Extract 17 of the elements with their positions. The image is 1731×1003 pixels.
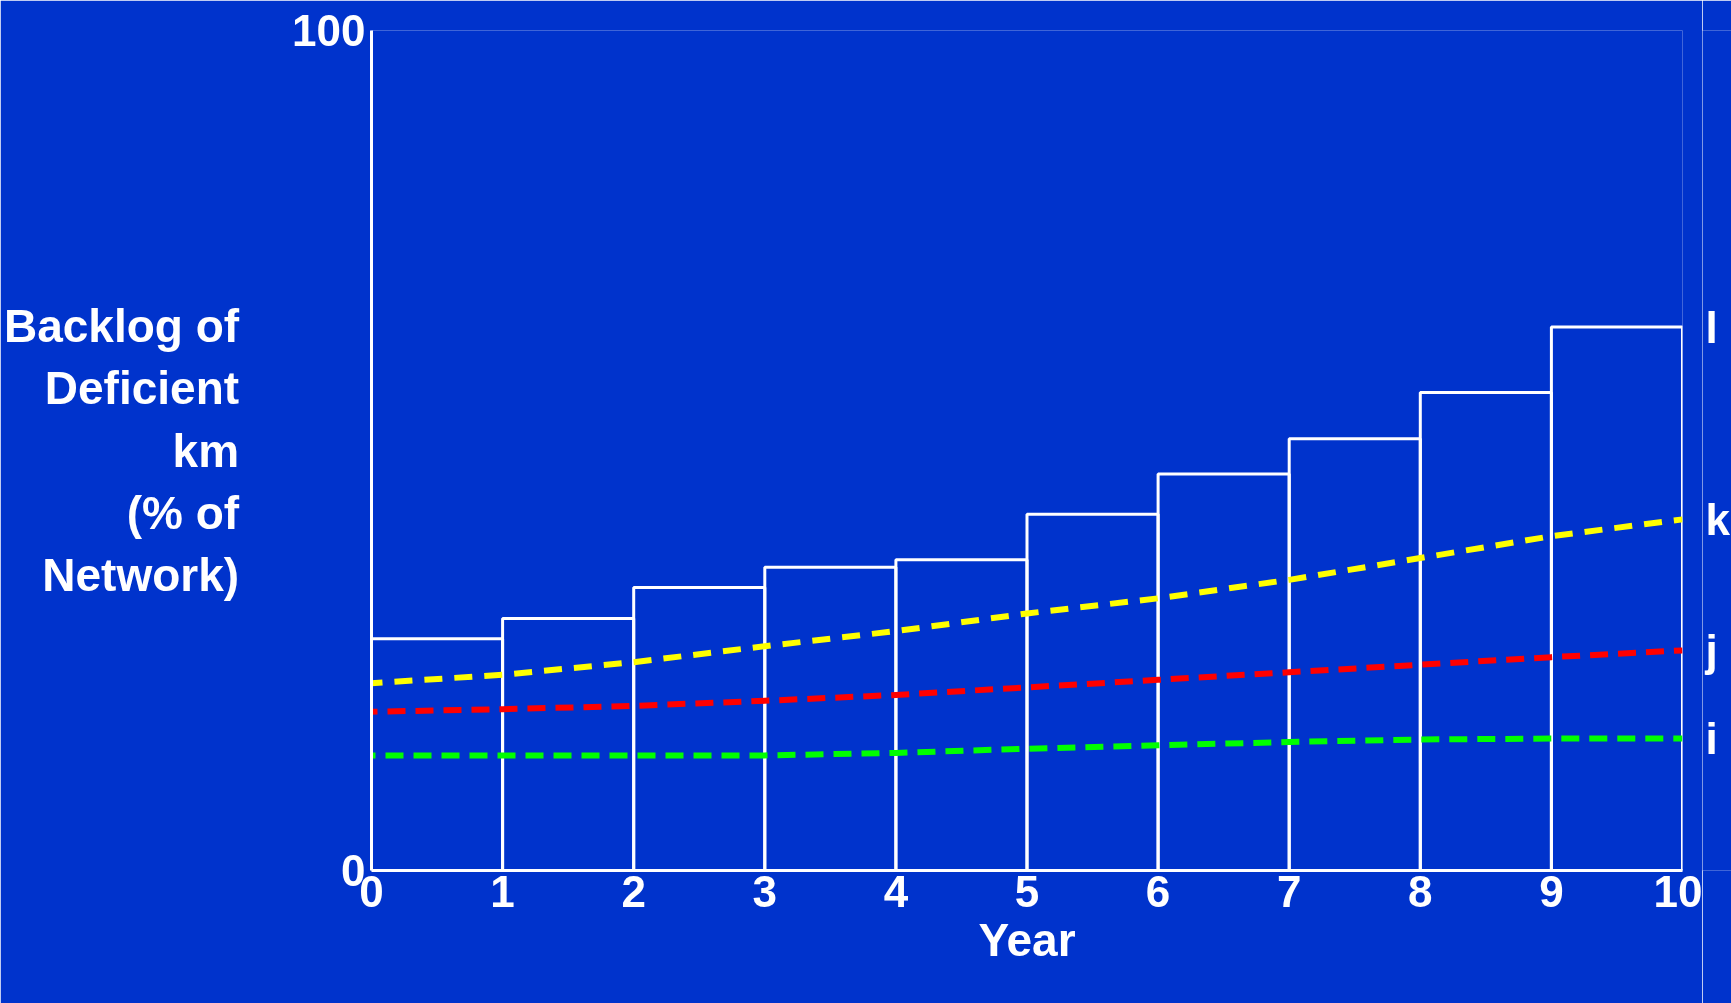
x-tick-label: 6 — [1145, 866, 1171, 916]
y-axis-title: Backlog of Deficient km (% of Network) — [3, 299, 240, 602]
series-label: k — [1705, 494, 1731, 544]
x-tick-label: 8 — [1408, 866, 1433, 916]
x-tick-label: 1 — [490, 866, 515, 916]
x-tick-label: 7 — [1276, 866, 1302, 916]
y-tick-label: 100 — [292, 6, 366, 55]
series-label: j — [1704, 625, 1718, 675]
x-tick-label: 2 — [621, 866, 646, 916]
x-axis-title: Year — [978, 913, 1076, 966]
x-tick-label: 9 — [1539, 866, 1564, 916]
x-tick-label: 10 — [1653, 866, 1703, 916]
annotation: l — [1705, 302, 1718, 352]
series-label: i — [1705, 714, 1718, 764]
x-tick-label: 3 — [752, 866, 778, 916]
x-tick-label: 4 — [883, 866, 909, 916]
x-tick-label: 5 — [1014, 866, 1040, 916]
